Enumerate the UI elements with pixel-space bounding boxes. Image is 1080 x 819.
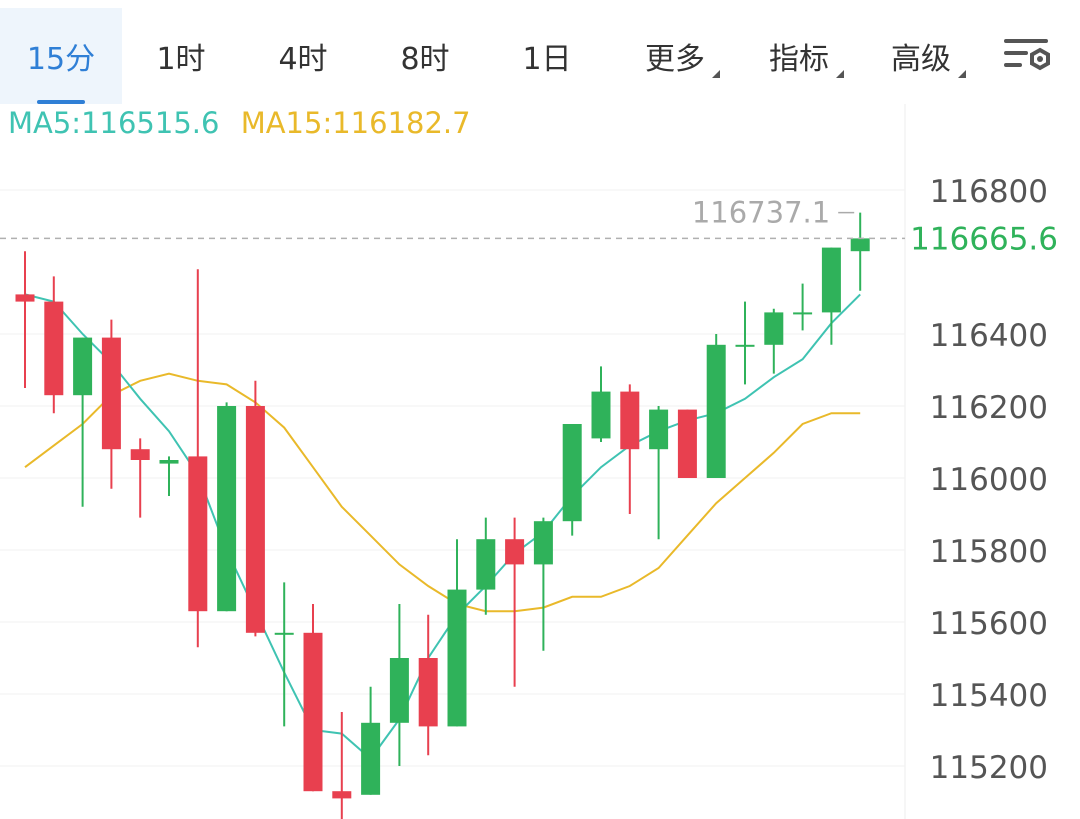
y-tick-label: 115600 [930,606,1048,642]
candle-body [361,722,381,795]
candle-body [389,658,409,723]
candle-body [735,344,755,347]
tab-1h[interactable]: 1时 [122,8,240,104]
period-toolbar: 15分 1时 4时 8时 1日 更多 指标 高级 [0,0,1080,104]
active-tab-indicator [37,100,85,104]
tab-indicators-label: 指标 [769,42,829,77]
candle-body [649,409,669,450]
tab-advanced-label: 高级 [891,42,951,77]
candle-body [73,337,93,396]
ma15-value-label: MA15:116182.7 [240,106,471,140]
tab-8h-label: 8时 [400,42,450,77]
candle-body [332,791,352,799]
candle-body [850,238,870,252]
candle-body [188,456,208,612]
candle-body [505,539,525,565]
y-tick-label: 115200 [930,750,1048,786]
ma-legend: MA5:116515.6 MA15:116182.7 [8,106,483,146]
y-tick-label: 116400 [930,318,1048,354]
candle-body [101,337,121,450]
y-tick-label: 115800 [930,534,1048,570]
candle-body [764,312,784,345]
candle-body [274,632,294,635]
candle-body [130,449,150,460]
tab-4h-label: 4时 [278,42,328,77]
candle-body [706,344,726,478]
current-price-box [907,216,1075,261]
tab-more-dropdown[interactable]: 更多 [620,8,730,104]
candle-body [620,391,640,450]
tab-15m-label: 15分 [26,42,96,77]
candle-body [821,247,841,313]
candle-body [15,294,35,302]
ma15-line [24,372,861,613]
y-tick-label: 116800 [930,174,1048,210]
tab-1h-label: 1时 [156,42,206,77]
candlestick-chart[interactable]: 116800 116400 116200 116000 115800 115600 1154… [0,104,1080,819]
current-price-label: 116665.6 [910,221,1058,257]
candle-body [533,521,553,565]
chart-settings-icon[interactable] [1000,36,1056,80]
y-tick-label: 116000 [930,462,1048,498]
tab-1d-label: 1日 [522,42,572,77]
candle-body [476,539,496,590]
candle-body [303,632,323,792]
tab-1d[interactable]: 1日 [488,8,606,104]
tab-15m[interactable]: 15分 [0,8,122,104]
tab-4h[interactable]: 4时 [244,8,362,104]
candle-body [591,391,611,439]
ma5-value-label: MA5:116515.6 [8,106,220,140]
candle-body [217,406,237,612]
candle-body [793,312,813,315]
high-price-label: 116737.1 [692,196,830,230]
candle-body [447,589,467,727]
y-tick-label: 116200 [930,390,1048,426]
ma5-line [24,293,861,761]
tab-more-label: 更多 [645,42,705,77]
dropdown-arrow-icon [836,70,844,78]
tab-8h[interactable]: 8时 [366,8,484,104]
y-tick-label: 115400 [930,678,1048,714]
dropdown-arrow-icon [712,70,720,78]
tab-indicators-dropdown[interactable]: 指标 [744,8,854,104]
candle-body [677,409,697,478]
tab-advanced-dropdown[interactable]: 高级 [866,8,976,104]
candle-body [44,301,64,396]
dropdown-arrow-icon [958,70,966,78]
candle-body [159,460,179,464]
candle-body [418,658,438,727]
candle-body [562,424,582,522]
candle-body [245,406,265,633]
